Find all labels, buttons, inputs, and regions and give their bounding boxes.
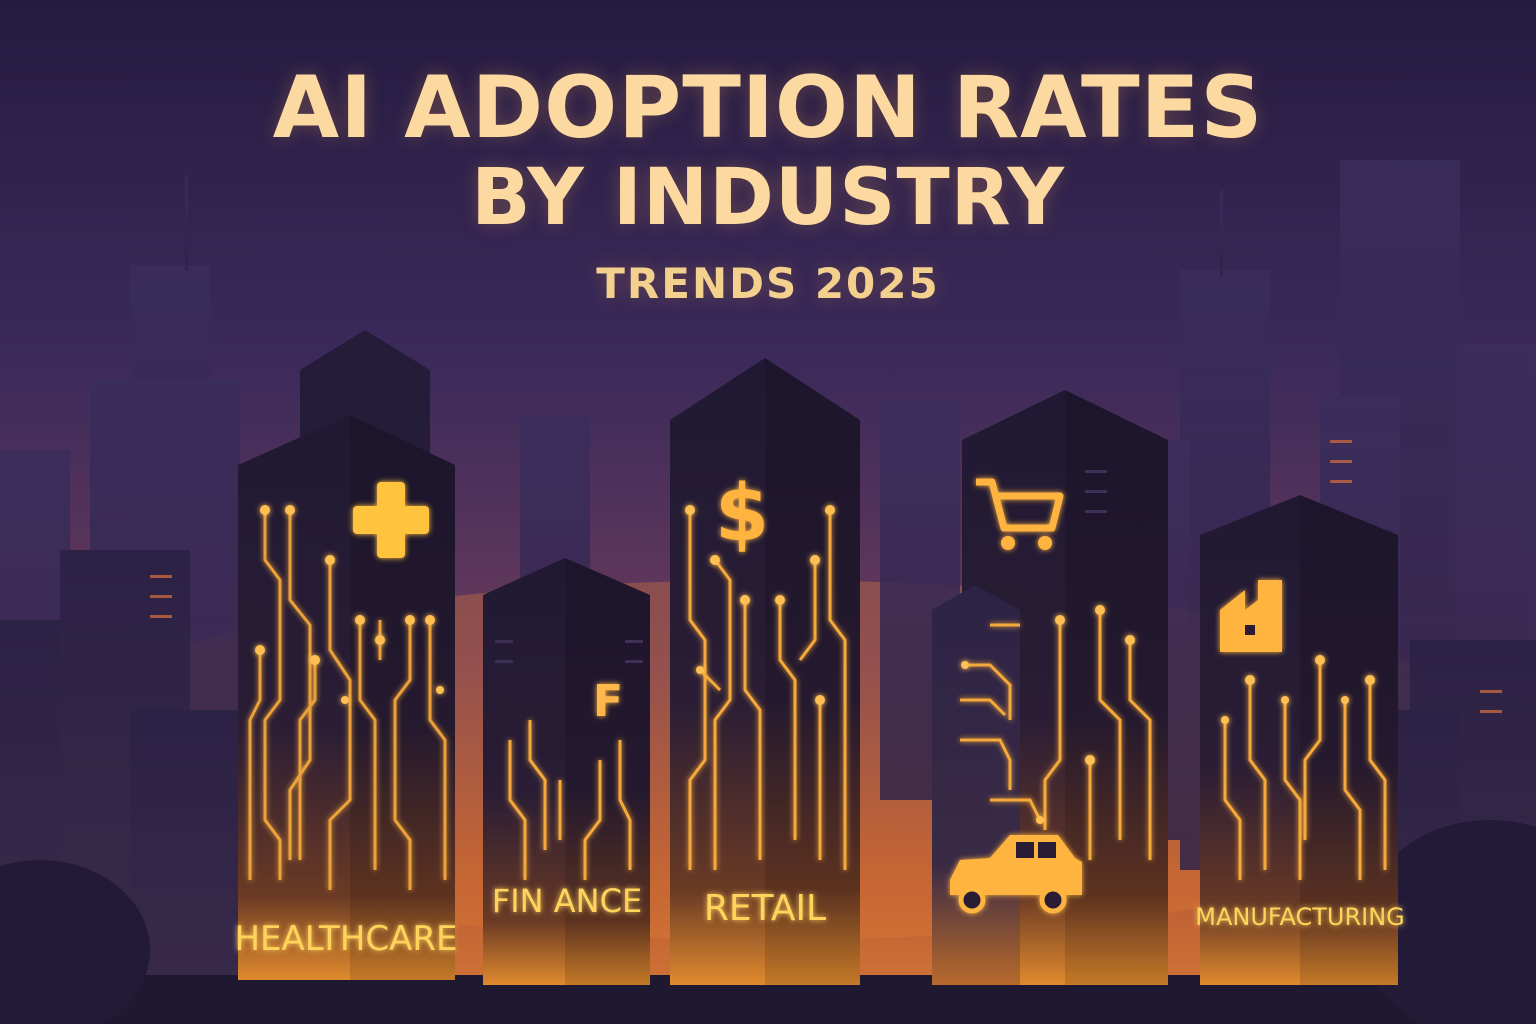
circuit-traces-automotive — [960, 610, 1152, 860]
title-line-2: BY INDUSTRY — [471, 153, 1065, 243]
letter-f-icon: F — [593, 676, 623, 727]
car-icon — [950, 835, 1082, 914]
svg-text:F: F — [593, 676, 623, 727]
tower-retail: $ RETAIL — [670, 358, 860, 985]
title-line-1: AI ADOPTION RATES — [272, 58, 1264, 158]
tower-label-retail: RETAIL — [704, 888, 826, 929]
factory-icon — [1220, 580, 1282, 652]
tower-finance: F FIN ANCE — [483, 558, 650, 985]
shopping-cart-icon — [976, 478, 1064, 532]
bush-left — [0, 860, 150, 1024]
circuit-traces-manufacturing — [1223, 660, 1387, 880]
tower-label-healthcare: HEALTHCARE — [234, 919, 457, 959]
dollar-sign-icon: $ — [715, 469, 769, 559]
tower-automotive — [932, 390, 1168, 985]
medical-cross-icon — [353, 482, 429, 558]
circuit-traces-healthcare — [248, 510, 447, 890]
tower-manufacturing: MANUFACTURING — [1195, 495, 1405, 985]
tower-label-manufacturing: MANUFACTURING — [1195, 903, 1405, 931]
bush-right — [1360, 820, 1536, 1024]
tower-label-finance: FIN ANCE — [492, 882, 642, 920]
subtitle: TRENDS 2025 — [596, 259, 940, 308]
circuit-traces-finance — [508, 720, 632, 880]
tower-healthcare: HEALTHCARE — [234, 330, 458, 980]
svg-text:$: $ — [715, 469, 769, 559]
circuit-traces-retail — [688, 510, 847, 870]
